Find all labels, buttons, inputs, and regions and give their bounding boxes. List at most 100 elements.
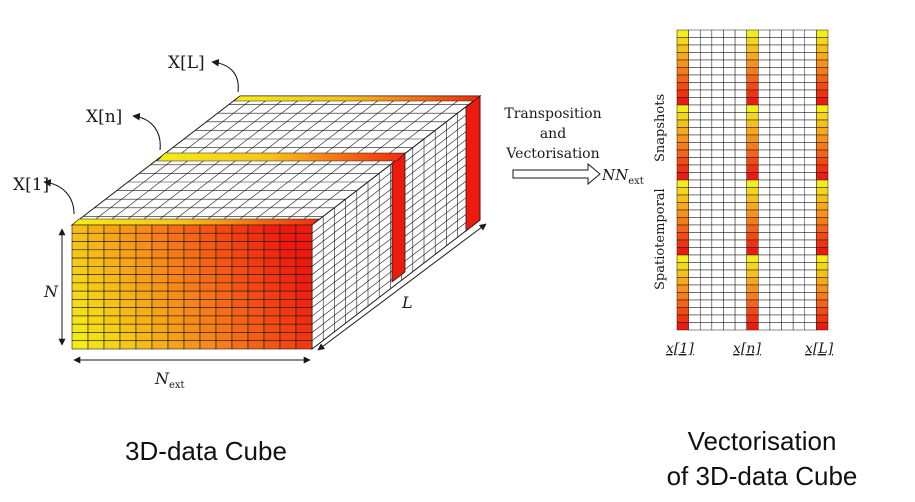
cube-front-cell [135,307,153,317]
width-label: Next [154,369,185,391]
cube-front-cell [279,323,297,333]
matrix-cell [699,172,713,181]
cube-front-cell [135,315,153,325]
matrix-cell [676,112,689,121]
data-cube: X[1] X[n] X[L] N Next L [13,53,487,391]
matrix-cell [781,209,794,218]
cube-front-cell [135,332,153,342]
matrix-cell [734,67,747,76]
matrix-cell [804,172,817,181]
matrix-cell [676,307,689,316]
cube-front-cell [71,340,89,350]
matrix-cell [792,149,806,158]
matrix-cell [723,52,736,61]
matrix-cell [758,202,771,211]
cube-front-cell [263,257,281,267]
matrix-cell [769,37,782,46]
cube-front-cell [87,249,105,259]
matrix-cell [769,247,782,256]
cube-front-cell [231,340,249,350]
matrix-cell [711,254,724,263]
matrix-cell [734,59,747,68]
matrix-cell [711,157,724,166]
cube-front-cell [119,290,137,300]
matrix-cell [792,314,806,323]
cube-front-cell [279,266,297,275]
matrix-col-label-l: x[L] [805,341,834,357]
cube-front-cell [295,315,313,325]
matrix-ylabel-snapshots: Snapshots [653,94,668,162]
cube-front-cell [119,299,137,308]
matrix-cell [723,209,736,218]
matrix-cell [711,29,724,38]
matrix-cell [734,97,747,106]
matrix-cell [699,149,713,158]
cube-front-cell [87,257,105,267]
cube-front-cell [279,224,297,234]
matrix-cell [688,179,701,188]
matrix-cell [804,67,817,76]
matrix-cell [734,239,747,248]
matrix-cell [769,52,782,61]
cube-front-cell [215,282,233,292]
matrix-cell [804,59,817,68]
matrix-cell [804,149,817,158]
matrix-cell [816,314,829,323]
matrix-cell [711,134,724,143]
matrix-cell [676,44,689,53]
cube-front-cell [215,224,233,234]
matrix-cell [711,187,724,196]
matrix-cell [699,202,713,211]
matrix-cell [734,44,747,53]
matrix-cell [723,217,736,226]
matrix-cell [816,322,829,331]
cube-front-cell [103,249,121,259]
cube-front-cell [215,274,233,284]
matrix-cell [734,157,747,166]
cube-front-cell [279,307,297,317]
cube-front-cell [231,290,249,300]
cube-front-cell [71,282,89,292]
matrix-cell [816,104,829,113]
cube-front-cell [247,323,265,333]
cube-front-cell [119,282,137,292]
matrix-cell [816,157,829,166]
matrix-cell [758,52,771,61]
matrix-cell [804,202,817,211]
cube-front-cell [87,290,105,300]
cube-front-cell [199,323,217,333]
matrix-cell [723,277,736,286]
matrix-cell [816,37,829,46]
matrix-cell [711,74,724,83]
matrix-cell [804,127,817,136]
cube-front-cell [231,282,249,292]
matrix-cell [781,277,794,286]
matrix-cell [676,82,689,91]
cube-front-cell [87,266,105,275]
matrix-col-label-1: x[1] [666,341,694,357]
matrix-cell [781,179,794,188]
matrix-cell [816,74,829,83]
matrix-cell [688,187,701,196]
matrix-cell [769,82,782,91]
matrix-col-label-n: x[n] [733,341,761,357]
matrix-cell [723,194,736,203]
matrix-cell [781,157,794,166]
matrix-cell [676,209,689,218]
cube-front-cell [183,266,201,275]
matrix-cell [676,164,689,173]
cube-front-cell [231,274,249,284]
matrix-cell [781,37,794,46]
matrix-cell [769,59,782,68]
matrix-cell [804,254,817,263]
matrix-cell [734,172,747,181]
cube-front-cell [151,274,169,284]
cube-front-cell [103,282,121,292]
matrix-cell [769,292,782,301]
matrix-cell [816,97,829,106]
matrix-cell [816,44,829,53]
matrix-cell [746,314,759,323]
matrix-cell [723,299,736,308]
matrix-cell [758,164,771,173]
